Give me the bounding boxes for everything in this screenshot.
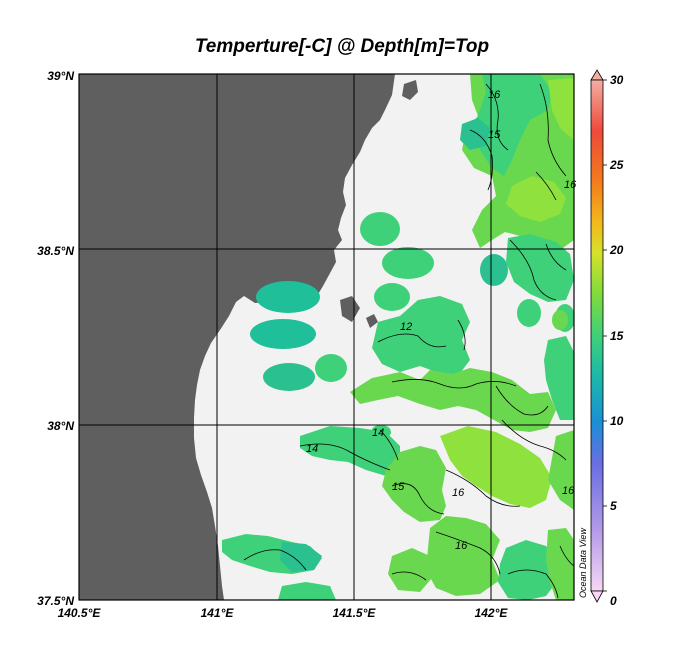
contour-label: 12 (400, 321, 412, 333)
colorbar-tick: 5 (610, 499, 617, 513)
lat-tick: 38.5°N (37, 244, 74, 258)
contour-label: 15 (488, 129, 501, 141)
lon-tick-labels: 140.5°E 141°E 141.5°E 142°E (58, 606, 509, 620)
contour-label: 16 (562, 485, 575, 497)
colorbar: 30 25 20 15 10 5 0 (590, 69, 624, 608)
island (366, 314, 378, 328)
temperature-field (222, 74, 574, 600)
colorbar-tick: 25 (609, 158, 624, 172)
colorbar-tick: 15 (610, 329, 624, 343)
map-frame (78, 73, 575, 601)
map-title: Temperture[-C] @ Depth[m]=Top (194, 36, 490, 57)
colorbar-top-arrow (590, 69, 604, 81)
island (340, 296, 360, 322)
lat-tick-labels: 39°N 38.5°N 38°N 37.5°N (37, 69, 74, 608)
colorbar-tick: 30 (610, 73, 624, 87)
island (402, 80, 418, 100)
lat-tick: 37.5°N (37, 594, 74, 608)
contour-label: 16 (488, 89, 501, 101)
lat-tick: 39°N (47, 69, 74, 83)
lon-tick: 141°E (201, 606, 235, 620)
colorbar-tick: 20 (609, 243, 624, 257)
lon-tick: 140.5°E (58, 606, 102, 620)
lat-tick: 38°N (47, 419, 74, 433)
colorbar-tick: 10 (610, 414, 624, 428)
contour-label: 14 (306, 443, 318, 455)
lon-tick: 142°E (475, 606, 509, 620)
contour-label: 14 (372, 427, 384, 439)
ocean-data-view-credit: Ocean Data View (578, 528, 588, 598)
contour-label: 15 (392, 481, 405, 493)
land-mass (79, 74, 395, 600)
map-grid (79, 74, 574, 600)
contour-lines (243, 83, 574, 599)
contour-label: 16 (452, 487, 465, 499)
lon-tick: 141.5°E (333, 606, 377, 620)
colorbar-gradient (590, 79, 604, 592)
colorbar-tick: 0 (610, 594, 617, 608)
contour-label: 16 (564, 179, 577, 191)
contour-label-group: 16 15 16 12 14 14 15 16 16 16 (306, 89, 577, 552)
contour-label: 16 (455, 540, 468, 552)
colorbar-bottom-arrow (590, 590, 604, 603)
